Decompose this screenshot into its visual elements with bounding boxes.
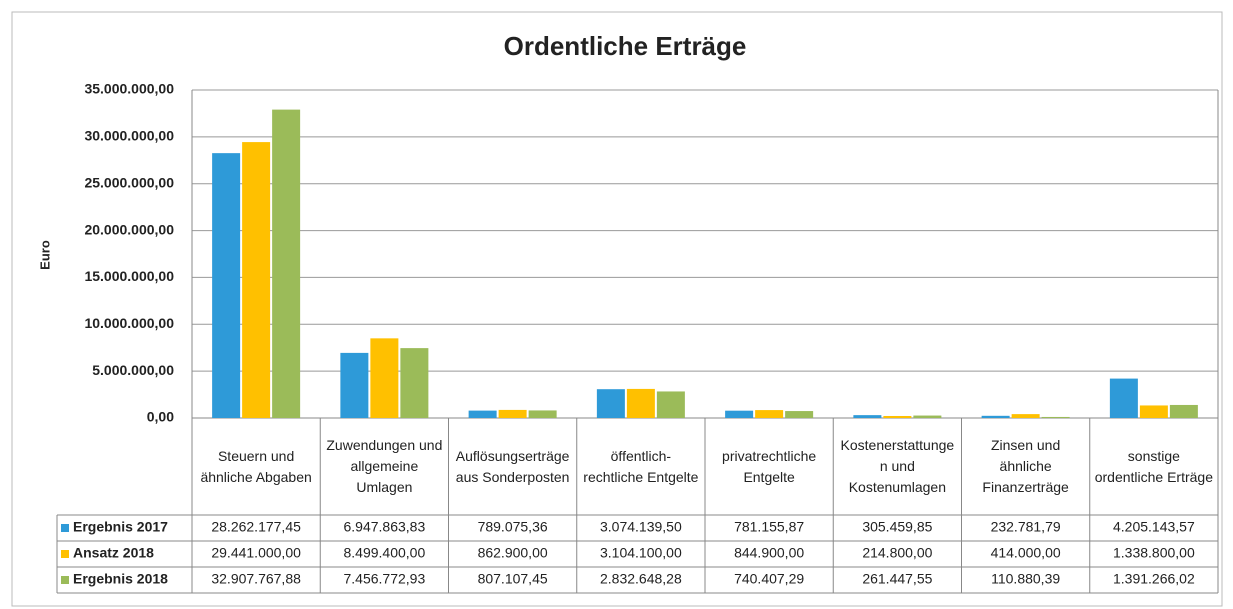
value-label: 781.155,87 [734, 519, 804, 535]
bar [242, 142, 271, 418]
y-tick-label: 35.000.000,00 [84, 81, 174, 97]
value-label: 214.800,00 [862, 545, 932, 561]
value-label: 4.205.143,57 [1113, 519, 1195, 535]
value-label: 3.074.139,50 [600, 519, 682, 535]
bar [212, 153, 241, 419]
value-label: 261.447,55 [862, 571, 932, 587]
value-label: 29.441.000,00 [211, 545, 301, 561]
x-tick-label: privatrechtliche Entgelte [722, 447, 817, 485]
bar [725, 410, 754, 418]
bar [1041, 416, 1070, 418]
y-axis-label: Euro [37, 240, 52, 270]
y-tick-label: 30.000.000,00 [84, 128, 174, 144]
x-tick-label: Steuern und ähnliche Abgaben [200, 447, 312, 485]
frame [11, 11, 1223, 607]
chart-title: Ordentliche Erträge [504, 31, 747, 61]
y-tick-label: 15.000.000,00 [84, 268, 174, 284]
legend-label: Ansatz 2018 [73, 545, 154, 561]
value-label: 28.262.177,45 [211, 519, 301, 535]
value-label: 6.947.863,83 [344, 519, 426, 535]
x-tick-label: Zinsen und ähnliche Finanzerträge [982, 437, 1069, 495]
legend-label: Ergebnis 2018 [73, 571, 168, 587]
bar [853, 415, 882, 418]
bar [656, 391, 685, 418]
bar [340, 352, 369, 418]
value-label: 2.832.648,28 [600, 571, 682, 587]
bar [785, 411, 814, 418]
value-label: 807.107,45 [478, 571, 548, 587]
bar [1011, 414, 1040, 418]
x-tick-label: Kostenerstattungen und Kostenumlagen [840, 437, 955, 495]
bar [528, 410, 557, 418]
value-label: 110.880,39 [991, 571, 1060, 587]
bar [1109, 378, 1138, 418]
x-tick-label: öffentlich-rechtliche Entgelte [583, 447, 699, 485]
value-label: 3.104.100,00 [600, 545, 682, 561]
bar [596, 389, 625, 418]
legend-swatch [61, 576, 69, 584]
bar [755, 410, 784, 418]
value-label: 232.781,79 [991, 519, 1061, 535]
bar [913, 415, 942, 418]
legend-swatch [61, 524, 69, 532]
bar [272, 109, 301, 418]
bar [370, 338, 399, 418]
bar [1139, 405, 1168, 418]
y-tick-label: 20.000.000,00 [84, 221, 174, 237]
y-tick-label: 10.000.000,00 [84, 315, 174, 331]
value-label: 8.499.400,00 [344, 545, 426, 561]
y-tick-label: 0,00 [147, 409, 174, 425]
y-tick-label: 5.000.000,00 [92, 362, 174, 378]
legend-label: Ergebnis 2017 [73, 519, 168, 535]
x-tick-label: sonstige ordentliche Erträge [1094, 447, 1214, 485]
value-label: 740.407,29 [734, 571, 804, 587]
x-tick-label: Zuwendungen und allgemeine Umlagen [326, 437, 443, 495]
y-tick-label: 25.000.000,00 [84, 174, 174, 190]
bar [883, 415, 912, 418]
value-label: 7.456.772,93 [344, 571, 426, 587]
value-label: 844.900,00 [734, 545, 804, 561]
legend-swatch [61, 550, 69, 558]
value-label: 32.907.767,88 [211, 571, 301, 587]
x-tick-label: Auflösungserträge aus Sonderposten [455, 447, 570, 485]
bar [468, 410, 497, 418]
value-label: 305.459,85 [862, 519, 932, 535]
bar [1169, 404, 1198, 418]
value-label: 789.075,36 [478, 519, 548, 535]
bar [400, 348, 429, 418]
bar [626, 388, 655, 418]
value-label: 414.000,00 [991, 545, 1061, 561]
value-label: 862.900,00 [478, 545, 548, 561]
value-label: 1.338.800,00 [1113, 545, 1195, 561]
bar [498, 409, 527, 418]
value-label: 1.391.266,02 [1113, 571, 1195, 587]
bar [981, 415, 1010, 418]
